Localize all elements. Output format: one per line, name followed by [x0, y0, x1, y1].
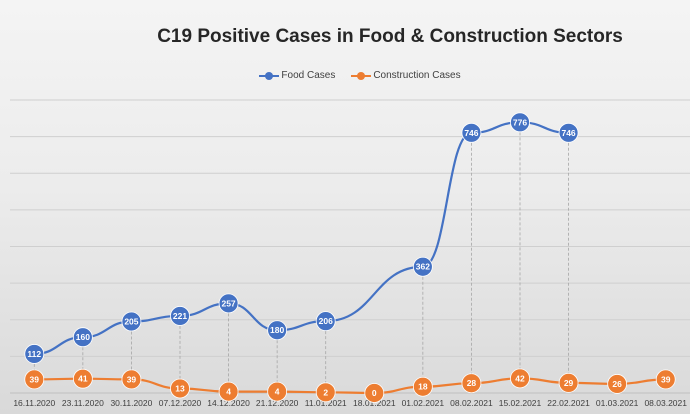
x-tick-label: 18.01.2021 [353, 398, 396, 408]
food-point [24, 344, 45, 364]
construction-data-label: 2 [323, 387, 328, 397]
x-tick-label: 01.02.2021 [402, 398, 445, 408]
food-point [267, 320, 288, 341]
x-tick-label: 08.02.2021 [450, 398, 493, 408]
legend-label-construction: Construction Cases [373, 70, 461, 81]
construction-data-label: 26 [612, 379, 622, 389]
construction-point [461, 373, 482, 394]
x-tick-label: 01.03.2021 [596, 398, 639, 408]
legend-label-food: Food Cases [281, 70, 336, 81]
construction-data-label: 4 [275, 387, 280, 397]
x-tick-label: 22.02.2021 [547, 398, 590, 408]
food-data-label: 746 [464, 128, 478, 138]
food-point [121, 311, 142, 332]
construction-data-label: 39 [661, 374, 671, 384]
food-data-label: 206 [319, 316, 333, 326]
construction-point [24, 369, 45, 390]
construction-point [558, 372, 579, 393]
x-tick-label: 14.12.2020 [207, 398, 250, 408]
legend-swatch-construction [351, 71, 372, 80]
food-data-label: 776 [513, 117, 527, 127]
food-data-label: 362 [416, 262, 430, 272]
construction-point [72, 368, 93, 389]
x-tick-label: 15.02.2021 [499, 398, 542, 408]
food-point [315, 311, 336, 332]
x-tick-label: 16.11.2020 [13, 398, 55, 408]
x-tick-label: 21.12.2020 [256, 398, 299, 408]
x-tick-label: 23.11.2020 [62, 398, 104, 408]
legend-swatch-food [259, 71, 280, 80]
construction-data-label: 41 [78, 374, 88, 384]
food-point [72, 327, 93, 348]
food-point [412, 256, 433, 277]
construction-point [267, 381, 288, 402]
food-data-label: 160 [76, 332, 90, 342]
construction-data-label: 18 [418, 382, 428, 392]
construction-data-label: 13 [175, 383, 185, 393]
food-data-label: 221 [173, 311, 187, 321]
x-tick-label: 07.12.2020 [159, 398, 202, 408]
legend-item-construction[interactable]: Construction Cases [351, 70, 461, 81]
construction-data-label: 42 [515, 373, 525, 383]
construction-point [510, 368, 530, 389]
food-data-label: 205 [124, 316, 138, 326]
x-tick-label: 30.11.2020 [110, 398, 152, 408]
construction-point [315, 382, 336, 403]
construction-data-label: 39 [127, 374, 137, 384]
x-tick-label: 11.01.2021 [305, 398, 347, 408]
x-tick-label: 08.03.2021 [644, 398, 687, 408]
food-point [461, 122, 482, 143]
construction-data-label: 39 [30, 374, 40, 384]
construction-point [170, 378, 190, 399]
construction-data-label: 28 [467, 378, 477, 388]
food-data-label: 112 [27, 349, 41, 359]
food-data-label: 180 [270, 325, 284, 335]
construction-point [607, 374, 628, 394]
construction-point [121, 369, 142, 390]
food-data-label: 257 [221, 298, 235, 308]
construction-point [655, 369, 676, 390]
construction-data-label: 29 [564, 378, 574, 388]
food-data-label: 746 [561, 128, 575, 138]
construction-point [218, 381, 239, 402]
chart-title: C19 Positive Cases in Food & Constructio… [157, 26, 623, 47]
food-point [218, 293, 239, 314]
construction-data-label: 4 [226, 387, 231, 397]
legend: Food Cases Construction Cases [0, 70, 690, 81]
food-point [558, 122, 579, 143]
legend-item-food[interactable]: Food Cases [259, 70, 335, 81]
food-point [510, 112, 530, 133]
food-line [34, 121, 569, 356]
construction-data-label: 0 [372, 388, 377, 398]
construction-point [412, 376, 433, 397]
food-point [170, 306, 190, 326]
construction-point [364, 383, 385, 403]
